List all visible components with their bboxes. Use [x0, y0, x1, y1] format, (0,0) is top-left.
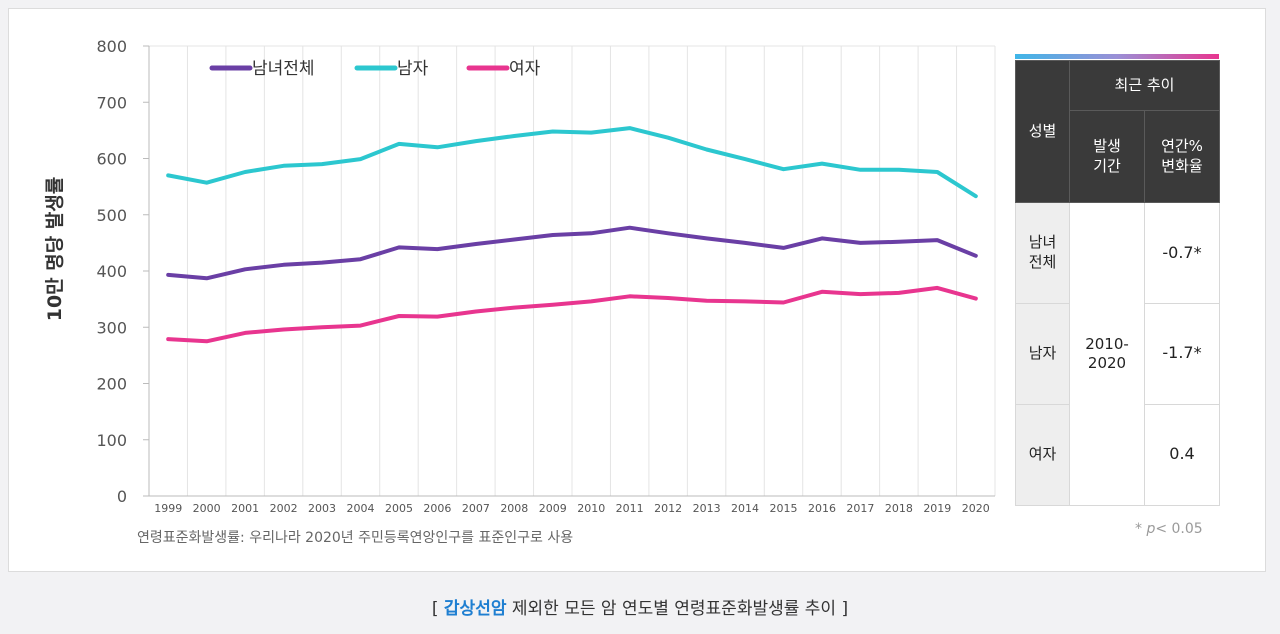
- x-tick-label: 2013: [693, 502, 721, 515]
- y-tick-label: 100: [96, 431, 127, 450]
- y-tick-label: 700: [96, 93, 127, 112]
- table-row: 남자 -1.7*: [1015, 302, 1220, 405]
- table-row: 남녀 전체 2010- 2020 -0.7*: [1015, 202, 1220, 506]
- caption-highlight: 갑상선암: [443, 599, 507, 619]
- x-tick-label: 2012: [654, 502, 682, 515]
- y-tick-label: 300: [96, 318, 127, 337]
- y-axis-label: 10만 명당 발생률: [44, 177, 66, 322]
- table-row: 여자 0.4: [1015, 403, 1220, 507]
- p-note-prefix: *: [1135, 521, 1147, 537]
- y-tick-label: 0: [117, 487, 127, 506]
- header-period: 발생 기간: [1069, 110, 1145, 204]
- x-tick-label: 1999: [154, 502, 182, 515]
- x-tick-label: 2009: [539, 502, 567, 515]
- x-tick-label: 2003: [308, 502, 336, 515]
- x-tick-label: 2004: [347, 502, 375, 515]
- x-tick-label: 2016: [808, 502, 836, 515]
- x-tick-label: 2007: [462, 502, 490, 515]
- y-tick-label: 800: [96, 37, 127, 56]
- x-tick-label: 2019: [923, 502, 951, 515]
- x-tick-label: 2000: [193, 502, 221, 515]
- gradient-bar: [1015, 54, 1219, 59]
- chart-footnote: 연령표준화발생률: 우리나라 2020년 주민등록연앙인구를 표준인구로 사용: [137, 530, 573, 546]
- y-tick-label: 600: [96, 150, 127, 169]
- x-tick-label: 2010: [577, 502, 605, 515]
- p-note-suffix: < 0.05: [1155, 521, 1203, 537]
- value-male: -1.7*: [1144, 302, 1220, 405]
- y-tick-label: 400: [96, 262, 127, 281]
- series-line-2: [166, 285, 978, 344]
- row-label-total: 남녀 전체: [1015, 202, 1070, 304]
- legend-label: 남녀전체: [252, 59, 315, 79]
- header-gender: 성별: [1015, 59, 1070, 204]
- y-tick-label: 500: [96, 206, 127, 225]
- x-tick-label: 2014: [731, 502, 759, 515]
- legend: 남녀전체 남자 여자: [209, 59, 541, 79]
- chart-card: 0 100 200 300 400 500 600 700 800 1999 2000 2001 200…: [8, 8, 1266, 572]
- value-female: 0.4: [1144, 403, 1220, 507]
- x-tick-label: 2011: [616, 502, 644, 515]
- gridlines: [148, 45, 996, 496]
- value-total: -0.7*: [1144, 202, 1220, 304]
- legend-label: 여자: [509, 59, 541, 79]
- series-line-1: [166, 126, 978, 199]
- y-tick-label: 200: [96, 375, 127, 394]
- header-recent-trend: 최근 추이: [1069, 59, 1220, 112]
- x-tick-label: 2006: [423, 502, 451, 515]
- caption-open: [: [431, 599, 444, 619]
- series-line-0: [166, 225, 978, 281]
- x-tick-label: 2018: [885, 502, 913, 515]
- x-tick-label: 2001: [231, 502, 259, 515]
- x-tick-label: 2015: [770, 502, 798, 515]
- series-lines: [166, 126, 978, 344]
- x-tick-label: 2008: [500, 502, 528, 515]
- x-tick-label: 2005: [385, 502, 413, 515]
- x-tick-label: 2017: [846, 502, 874, 515]
- axes: 0 100 200 300 400 500 600 700 800 1999 2000 2001 200…: [96, 37, 995, 515]
- trend-table: 성별 최근 추이 발생 기간 연간% 변화율 남녀 전체 2010- 2020 …: [1015, 59, 1220, 507]
- row-label-male: 남자: [1015, 302, 1070, 405]
- trend-table-panel: 성별 최근 추이 발생 기간 연간% 변화율 남녀 전체 2010- 2020 …: [1015, 54, 1220, 507]
- legend-label: 남자: [397, 59, 429, 79]
- period-cell: 2010- 2020: [1069, 202, 1145, 506]
- x-tick-label: 2002: [270, 502, 298, 515]
- significance-note: * p< 0.05: [1135, 521, 1203, 537]
- row-label-female: 여자: [1015, 403, 1070, 507]
- caption-rest: 제외한 모든 암 연도별 연령표준화발생률 추이 ]: [506, 599, 849, 619]
- line-chart: 0 100 200 300 400 500 600 700 800 1999 2000 2001 200…: [44, 37, 996, 546]
- figure-caption: [ 갑상선암 제외한 모든 암 연도별 연령표준화발생률 추이 ]: [0, 594, 1280, 619]
- header-annual-change: 연간% 변화율: [1144, 110, 1220, 204]
- p-note-p: p: [1146, 521, 1156, 537]
- x-tick-label: 2020: [962, 502, 990, 515]
